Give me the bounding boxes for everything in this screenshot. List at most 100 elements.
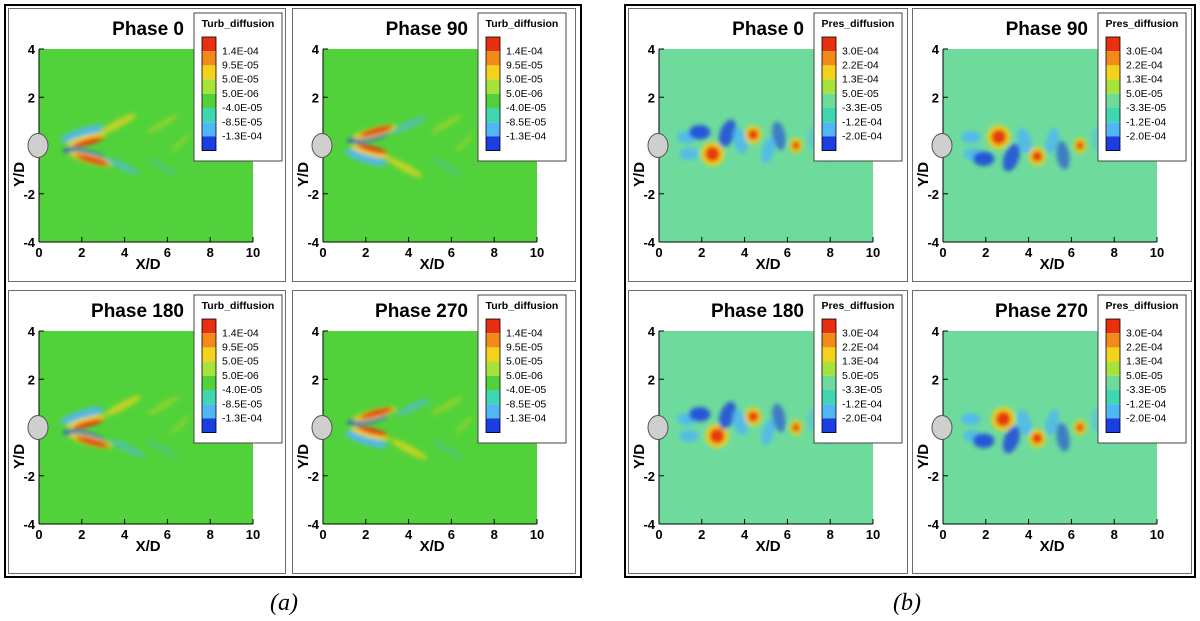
legend-swatch bbox=[822, 79, 836, 94]
y-axis-label: Y/D bbox=[11, 162, 28, 187]
y-tick-label: -4 bbox=[307, 235, 319, 250]
legend-swatch bbox=[486, 418, 500, 433]
y-tick-label: -4 bbox=[643, 235, 655, 250]
legend-swatch bbox=[822, 51, 836, 66]
legend-level-label: 3.0E-04 bbox=[1126, 45, 1163, 57]
contour-blob bbox=[1031, 433, 1043, 444]
contour-blob bbox=[792, 141, 800, 150]
legend-swatch bbox=[1106, 361, 1120, 376]
legend-swatch bbox=[822, 37, 836, 52]
x-tick-label: 6 bbox=[448, 245, 455, 260]
legend-level-label: 5.0E-05 bbox=[842, 370, 879, 382]
y-tick-label: -2 bbox=[307, 469, 319, 484]
x-tick-label: 6 bbox=[164, 245, 171, 260]
contour-structures bbox=[344, 114, 474, 178]
contour-blob bbox=[704, 146, 721, 162]
y-axis-label: Y/D bbox=[915, 444, 932, 469]
y-tick-label: -4 bbox=[643, 517, 655, 532]
legend-title: Turb_diffusion bbox=[486, 18, 559, 30]
chart-title: Phase 0 bbox=[732, 19, 804, 40]
chart-title: Phase 180 bbox=[91, 301, 184, 322]
legend-level-label: 9.5E-05 bbox=[506, 60, 543, 72]
contour-blob bbox=[991, 129, 1007, 145]
x-tick-label: 0 bbox=[655, 527, 662, 542]
x-tick-label: 0 bbox=[939, 245, 946, 260]
contour-blob bbox=[359, 407, 394, 419]
x-tick-label: 8 bbox=[207, 245, 214, 260]
y-axis-label: Y/D bbox=[11, 444, 28, 469]
y-tick-label: -2 bbox=[643, 469, 655, 484]
x-tick-label: 2 bbox=[982, 527, 989, 542]
legend-swatch bbox=[1106, 37, 1120, 52]
legend-swatch bbox=[486, 108, 500, 123]
y-tick-label: -2 bbox=[927, 469, 939, 484]
x-axis-label: X/D bbox=[756, 256, 781, 273]
legend-level-label: 1.3E-04 bbox=[1126, 74, 1163, 86]
contour-blob bbox=[72, 136, 104, 147]
x-tick-label: 8 bbox=[491, 527, 498, 542]
legend-swatch bbox=[202, 37, 216, 52]
legend-title: Pres_diffusion bbox=[822, 300, 895, 312]
chart-title: Phase 270 bbox=[995, 301, 1088, 322]
legend-level-label: -8.5E-05 bbox=[506, 116, 546, 128]
y-axis-label: Y/D bbox=[295, 162, 312, 187]
legend-level-label: 5.0E-05 bbox=[1126, 370, 1163, 382]
contour-blob bbox=[356, 144, 388, 155]
legend-swatch bbox=[822, 361, 836, 376]
y-tick-label: -4 bbox=[927, 235, 939, 250]
x-axis-label: X/D bbox=[136, 256, 161, 273]
chart-title: Phase 0 bbox=[112, 19, 184, 40]
legend-level-label: -8.5E-05 bbox=[506, 398, 546, 410]
x-tick-label: 2 bbox=[78, 527, 85, 542]
legend-level-label: -2.0E-04 bbox=[842, 413, 882, 425]
legend: Turb_diffusion 1.4E-04 9.5E-05 5.0E-05 5.0E-… bbox=[193, 12, 283, 162]
contour-blob bbox=[109, 439, 145, 457]
y-tick-label: 4 bbox=[648, 324, 656, 339]
x-tick-label: 0 bbox=[35, 245, 42, 260]
legend-swatch bbox=[822, 375, 836, 390]
cylinder-shape bbox=[931, 133, 953, 158]
y-tick-label: -2 bbox=[643, 187, 655, 202]
x-tick-label: 10 bbox=[246, 527, 260, 542]
contour-blob bbox=[147, 157, 179, 177]
legend-swatch bbox=[486, 79, 500, 94]
legend-swatch bbox=[822, 347, 836, 362]
legend-swatch bbox=[486, 65, 500, 80]
legend-level-label: 3.0E-04 bbox=[1126, 327, 1163, 339]
y-tick-label: 2 bbox=[932, 90, 939, 105]
chart-title: Phase 90 bbox=[386, 19, 468, 40]
x-tick-label: 4 bbox=[405, 245, 413, 260]
legend-swatch bbox=[486, 37, 500, 52]
x-axis-label: X/D bbox=[1040, 538, 1065, 555]
contour-blob bbox=[1076, 141, 1084, 150]
contour-blob bbox=[961, 413, 981, 426]
contour-blob bbox=[972, 151, 995, 167]
x-tick-label: 0 bbox=[319, 245, 326, 260]
contour-blob bbox=[171, 133, 190, 153]
legend-swatch bbox=[202, 93, 216, 108]
contour-blob bbox=[709, 428, 725, 444]
contour-blob bbox=[761, 137, 775, 164]
x-tick-label: 2 bbox=[698, 527, 705, 542]
contour-blob bbox=[679, 147, 699, 160]
legend-level-label: 1.3E-04 bbox=[1126, 356, 1163, 368]
y-tick-label: -4 bbox=[23, 235, 35, 250]
legend-title: Pres_diffusion bbox=[822, 18, 895, 30]
legend-level-label: -8.5E-05 bbox=[222, 398, 262, 410]
contour-structures bbox=[344, 396, 474, 460]
y-tick-label: 2 bbox=[648, 90, 655, 105]
contour-blob bbox=[386, 157, 423, 178]
contour-blob bbox=[395, 398, 431, 416]
y-tick-label: -4 bbox=[307, 517, 319, 532]
legend-level-label: -4.0E-05 bbox=[222, 102, 262, 114]
legend-swatch bbox=[202, 51, 216, 66]
contour-blob bbox=[792, 423, 800, 432]
contour-structures bbox=[60, 113, 190, 177]
legend-level-label: 5.0E-06 bbox=[222, 88, 259, 100]
contour-blob bbox=[1031, 151, 1043, 162]
legend-level-label: 1.4E-04 bbox=[506, 45, 543, 57]
contour-blob bbox=[431, 114, 463, 134]
y-axis-label: Y/D bbox=[631, 444, 648, 469]
